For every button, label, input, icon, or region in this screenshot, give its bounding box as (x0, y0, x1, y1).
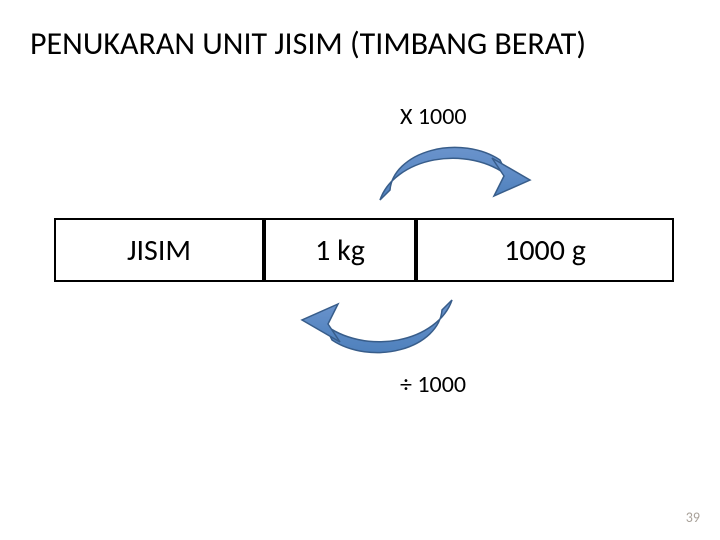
divide-label: ÷ 1000 (400, 370, 466, 399)
cell-kg: 1 kg (264, 218, 416, 282)
arrow-divide-icon (292, 292, 472, 362)
page-title: PENUKARAN UNIT JISIM (TIMBANG BERAT) (30, 24, 586, 63)
cell-g: 1000 g (416, 218, 674, 282)
multiply-label: X 1000 (400, 102, 467, 131)
arrow-multiply-icon (360, 138, 540, 208)
slide-container: PENUKARAN UNIT JISIM (TIMBANG BERAT) X 1… (0, 0, 720, 540)
slide-number: 39 (686, 509, 700, 526)
conversion-row: JISIM 1 kg 1000 g (54, 218, 674, 282)
cell-quantity-label: JISIM (54, 218, 264, 282)
